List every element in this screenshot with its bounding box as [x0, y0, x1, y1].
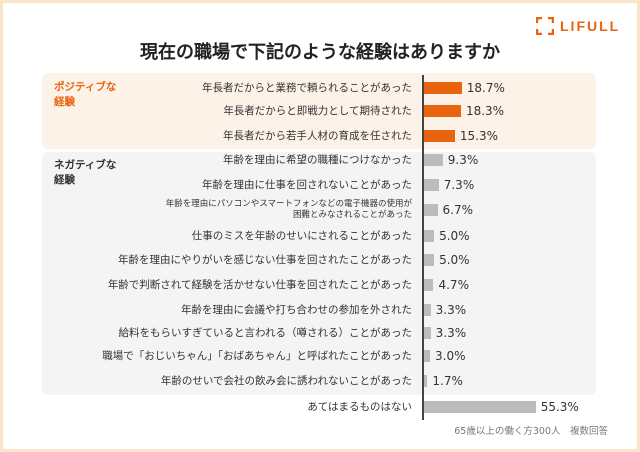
group-label-line: 経験 — [54, 174, 75, 186]
category-label: 年長者だからと即戦力として期待された — [223, 104, 412, 117]
data-label: 3.3% — [435, 303, 467, 317]
data-label: 5.0% — [439, 229, 470, 243]
bar-row: 年齢で判断されて経験を活かせない仕事を回されたことがあった 4.7% — [0, 275, 640, 295]
bar — [424, 154, 443, 166]
bar — [424, 327, 431, 339]
category-label: 年長者だからと業務で頼られることがあった — [202, 81, 412, 94]
bar — [424, 350, 431, 362]
group-label-line: ネガティブな — [54, 159, 117, 171]
category-label: あてはまるものはない — [307, 400, 412, 413]
data-label: 7.3% — [443, 178, 475, 192]
data-label: 5.0% — [439, 253, 470, 267]
logo-bracket-icon — [536, 17, 554, 35]
group-label-line: 経験 — [54, 96, 75, 108]
bar — [424, 254, 435, 266]
bar — [424, 82, 462, 94]
bar-row: 職場で「おじいちゃん」「おばあちゃん」と呼ばれたことがあった 3.0% — [0, 346, 640, 366]
chart-title: 現在の職場で下記のような経験はありますか — [140, 42, 500, 63]
data-label: 18.7% — [466, 81, 505, 95]
bar — [424, 179, 439, 191]
category-label: 年齢で判断されて経験を活かせない仕事を回されたことがあった — [107, 278, 412, 291]
data-label: 1.7% — [432, 374, 463, 388]
bar-row: 年齢を理由にやりがいを感じない仕事を回されたことがあった 5.0% — [0, 250, 640, 270]
bar-row: 年齢を理由に会議や打ち合わせの参加を外された 3.3% — [0, 300, 640, 320]
category-label: 仕事のミスを年齢のせいにされることがあった — [191, 229, 412, 242]
bar-row: 年齢を理由に希望の職種につけなかった 9.3% — [0, 150, 640, 170]
bar-row: 年長者だからと業務で頼られることがあった 18.7% — [0, 78, 640, 98]
positive-group-label: ポジティブな 経験 — [54, 80, 116, 110]
data-label: 15.3% — [459, 129, 499, 143]
lifull-logo: LIFULL — [536, 17, 620, 35]
bar-row: 仕事のミスを年齢のせいにされることがあった 5.0% — [0, 226, 640, 246]
data-label: 9.3% — [447, 153, 479, 167]
category-label: 年齢のせいで会社の飲み会に誘われないことがあった — [160, 374, 412, 387]
group-label-line: ポジティブな — [54, 81, 117, 93]
bar-row: 年長者だから若手人材の育成を任された 15.3% — [0, 126, 640, 146]
bar — [424, 230, 435, 242]
data-label: 4.7% — [438, 278, 469, 292]
bar-row: あてはまるものはない 55.3% — [0, 397, 640, 417]
category-label: 年長者だから若手人材の育成を任された — [223, 129, 412, 142]
negative-group-panel — [42, 152, 596, 395]
negative-group-label: ネガティブな 経験 — [54, 158, 116, 188]
bar — [424, 304, 431, 316]
category-label: 年齢を理由に希望の職種につけなかった — [223, 153, 412, 166]
category-label: 給料をもらいすぎていると言われる（噂される）ことがあった — [118, 326, 412, 339]
category-label: 職場で「おじいちゃん」「おばあちゃん」と呼ばれたことがあった — [102, 349, 412, 362]
footnote: 65歳以上の働く方300人 複数回答 — [454, 426, 608, 437]
category-label: 年齢を理由にパソコンやスマートフォンなどの電子機器の使用が 困難とみなされること… — [165, 199, 412, 220]
bar — [424, 375, 428, 387]
bar-row: 年齢のせいで会社の飲み会に誘われないことがあった 1.7% — [0, 371, 640, 391]
data-label: 3.3% — [435, 326, 467, 340]
data-label: 55.3% — [540, 400, 579, 414]
bar — [424, 401, 536, 413]
data-label: 6.7% — [442, 203, 474, 217]
bar — [424, 204, 438, 216]
bar-row: 年齢を理由に仕事を回されないことがあった 7.3% — [0, 175, 640, 195]
logo-text: LIFULL — [560, 18, 621, 34]
bar-row: 給料をもらいすぎていると言われる（噂される）ことがあった 3.3% — [0, 323, 640, 343]
category-label: 年齢を理由にやりがいを感じない仕事を回されたことがあった — [118, 253, 412, 266]
category-label: 年齢を理由に仕事を回されないことがあった — [202, 178, 412, 191]
axis-line — [422, 75, 424, 420]
bar — [424, 279, 434, 291]
positive-group-panel — [42, 73, 596, 149]
category-label: 年齢を理由に会議や打ち合わせの参加を外された — [181, 303, 412, 316]
bar — [424, 130, 455, 142]
bar-row: 年齢を理由にパソコンやスマートフォンなどの電子機器の使用が 困難とみなされること… — [0, 199, 640, 220]
bar — [424, 105, 461, 117]
data-label: 18.3% — [465, 104, 505, 118]
data-label: 3.0% — [435, 349, 466, 363]
bar-row: 年長者だからと即戦力として期待された 18.3% — [0, 101, 640, 121]
